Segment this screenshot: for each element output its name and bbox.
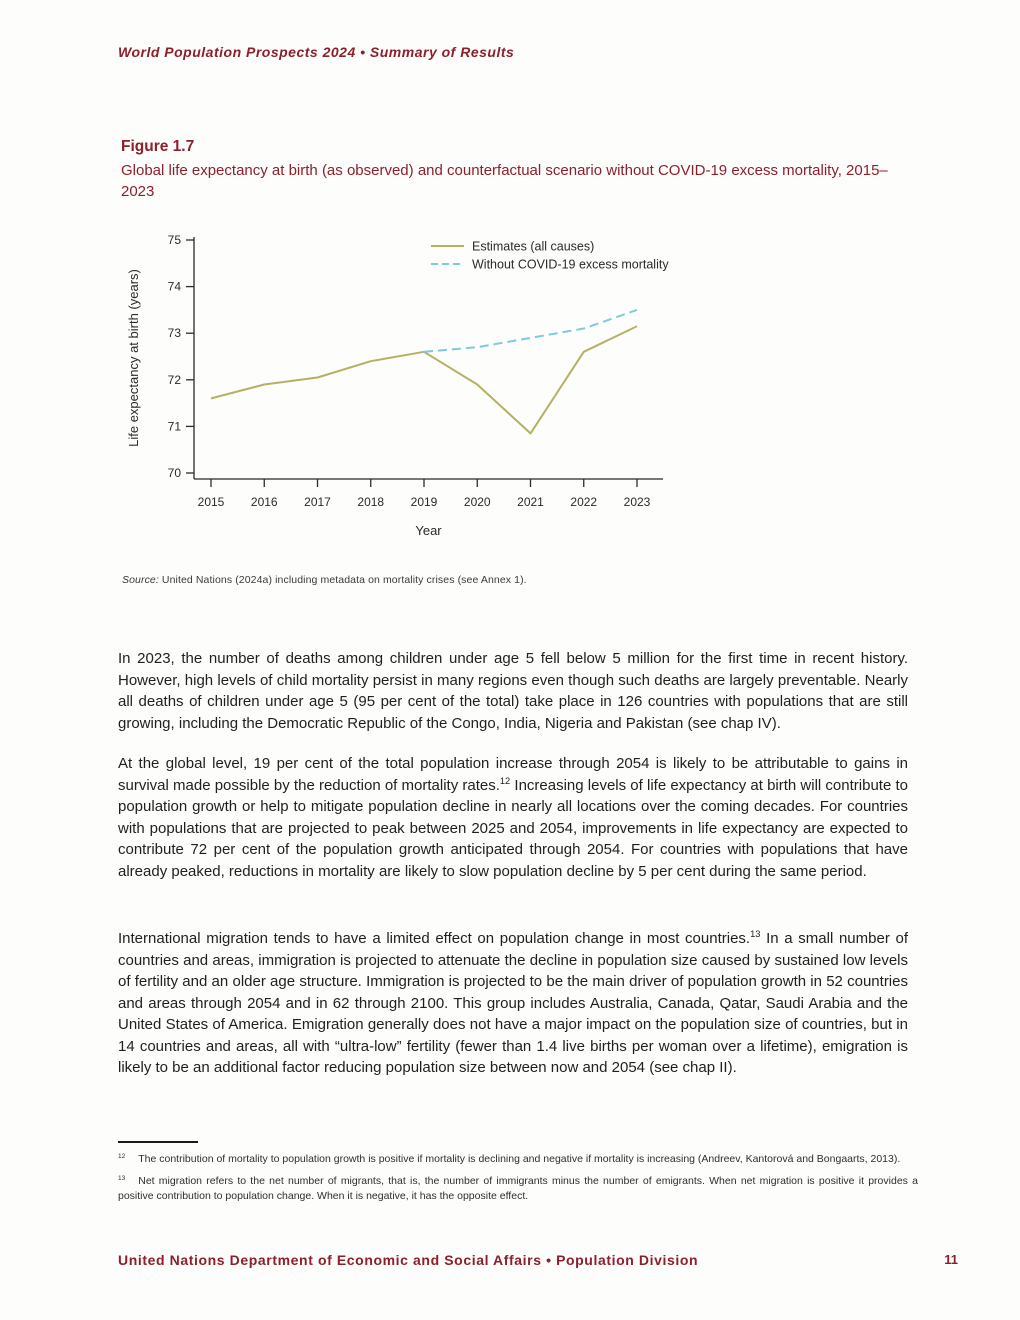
series-line-1 (423, 308, 638, 353)
svg-text:70: 70 (168, 466, 182, 480)
svg-text:71: 71 (168, 419, 182, 433)
svg-text:2020: 2020 (464, 495, 491, 509)
footnote-13: 13 Net migration refers to the net number… (118, 1174, 918, 1202)
y-axis-title: Life expectancy at birth (years) (126, 269, 141, 447)
svg-text:Without COVID-19 excess mortal: Without COVID-19 excess mortality (472, 258, 669, 272)
source-text: United Nations (2024a) including metadat… (158, 574, 527, 586)
chart-axes: 70 71 72 73 74 75 2015 2016 2017 2018 2019 2020 2021… (126, 233, 663, 538)
svg-text:2017: 2017 (304, 495, 331, 509)
footnote-12: 12 The contribution of mortality to popul… (118, 1152, 901, 1165)
figure-caption: Global life expectancy at birth (as obse… (121, 162, 888, 200)
svg-text:2019: 2019 (411, 495, 438, 509)
figure-label: Figure 1.7 (121, 138, 195, 155)
body-paragraph-3: International migration tends to have a … (118, 929, 908, 1076)
svg-text:Estimates (all causes): Estimates (all causes) (472, 240, 594, 254)
source-prefix: Source: (122, 574, 159, 586)
figure-source: Source: United Nations (2024a) including… (122, 574, 527, 586)
legend-item-1: Without COVID-19 excess mortality (431, 258, 669, 272)
svg-text:2023: 2023 (624, 495, 651, 509)
svg-text:2018: 2018 (357, 495, 384, 509)
svg-text:2022: 2022 (570, 495, 597, 509)
svg-text:72: 72 (168, 373, 182, 387)
svg-text:2015: 2015 (198, 495, 225, 509)
series-line-0 (210, 325, 638, 435)
body-paragraph-1: In 2023, the number of deaths among chil… (118, 650, 908, 732)
running-head: World Population Prospects 2024 • Summar… (118, 44, 515, 60)
footnote-separator (118, 1141, 198, 1143)
page-footer: United Nations Department of Economic an… (118, 1252, 699, 1268)
svg-text:2016: 2016 (251, 495, 278, 509)
page-number: 11 (944, 1252, 958, 1267)
body-paragraph-2: At the global level, 19 per cent of the … (118, 755, 908, 880)
figure-chart: 70 71 72 73 74 75 2015 2016 2017 2018 2019 2020 2021… (126, 233, 669, 538)
svg-text:2021: 2021 (517, 495, 544, 509)
legend-item-0: Estimates (all causes) (431, 240, 594, 254)
svg-text:73: 73 (168, 326, 182, 340)
svg-text:74: 74 (168, 280, 182, 294)
x-axis-title: Year (415, 523, 442, 538)
svg-text:75: 75 (168, 233, 182, 247)
